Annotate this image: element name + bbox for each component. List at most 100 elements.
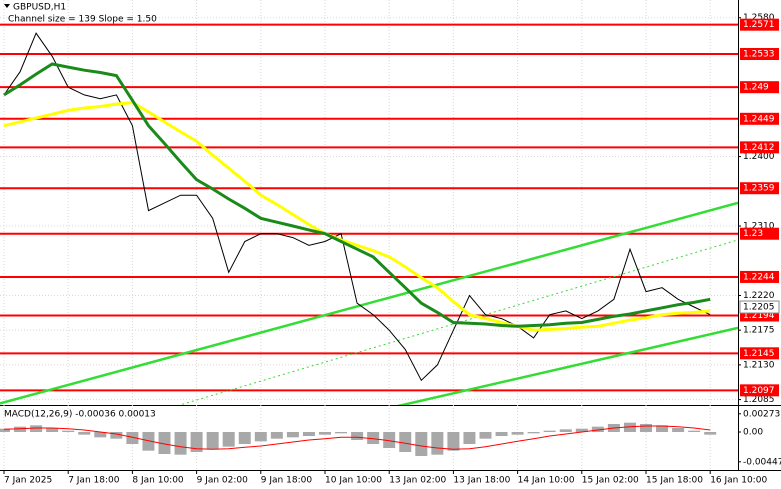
macd-bar <box>688 430 701 432</box>
macd-bar <box>399 432 412 452</box>
y-tick-label: 1.2220 <box>743 291 775 301</box>
level-label: 1.2359 <box>743 184 775 194</box>
menu-arrow <box>4 4 10 8</box>
signal-line <box>3 425 711 450</box>
series-line <box>3 101 711 332</box>
x-tick-label: 15 Jan 02:00 <box>582 476 639 486</box>
level-label: 1.2533 <box>743 50 775 60</box>
chart-title: GBPUSD,H1 <box>13 3 66 13</box>
macd-bar <box>222 432 235 447</box>
y-tick-label: 0.00273 <box>743 409 780 419</box>
macd-bar <box>190 432 203 452</box>
y-tick-label: -0.00447 <box>743 457 781 467</box>
macd-bar <box>286 432 299 438</box>
level-label: 1.2449 <box>743 114 775 124</box>
x-tick-label: 16 Jan 10:00 <box>710 476 767 486</box>
macd-bar <box>415 432 428 456</box>
macd-bar <box>351 432 364 440</box>
macd-title: MACD(12,26,9) -0.00036 0.00013 <box>4 410 156 420</box>
channel-line <box>0 201 738 405</box>
level-label: 1.2194 <box>743 311 775 321</box>
level-label-box <box>740 112 779 125</box>
macd-bar <box>174 432 187 455</box>
macd-bar <box>270 432 283 439</box>
channel-line <box>178 239 738 405</box>
macd-bar <box>463 432 476 444</box>
macd-bar <box>383 432 396 448</box>
level-label-box <box>740 384 779 397</box>
macd-bar <box>206 432 219 450</box>
macd-bar <box>575 428 588 432</box>
macd-bar <box>62 430 75 432</box>
macd-bar <box>656 425 669 432</box>
macd-bar <box>672 428 685 432</box>
level-label-box <box>740 18 779 31</box>
x-tick-label: 9 Jan 18:00 <box>261 476 313 486</box>
y-tick-label: 1.2085 <box>743 395 775 405</box>
macd-bar <box>142 432 155 451</box>
level-label: 1.2571 <box>743 20 775 30</box>
macd-bar <box>126 432 139 444</box>
chart-subtitle: Channel size = 139 Slope = 1.50 <box>8 15 157 25</box>
macd-bar <box>78 432 91 435</box>
level-label-box <box>740 141 779 154</box>
macd-bar <box>511 432 524 435</box>
y-tick-label: 1.2400 <box>743 152 775 162</box>
x-tick-label: 13 Jan 18:00 <box>453 476 510 486</box>
macd-bar <box>46 428 59 432</box>
macd-bar <box>30 425 43 432</box>
y-tick-label: 1.2130 <box>743 360 775 370</box>
level-label: 1.249 <box>743 83 769 93</box>
y-tick-label: 0.00 <box>743 428 763 438</box>
macd-bar <box>640 424 652 432</box>
series-line <box>3 32 711 382</box>
macd-bar <box>479 432 492 439</box>
x-tick-label: 7 Jan 18:00 <box>68 476 120 486</box>
level-label: 1.2412 <box>743 143 775 153</box>
macd-bar <box>367 432 380 444</box>
macd-bar <box>623 422 636 432</box>
series-line <box>3 62 711 328</box>
macd-bar <box>559 429 572 432</box>
macd-bar <box>319 432 331 435</box>
macd-bar <box>495 432 508 436</box>
y-tick-label: 1.2580 <box>743 13 775 23</box>
macd-bar <box>158 432 171 454</box>
macd-bar <box>254 432 267 442</box>
macd-bar <box>527 432 540 434</box>
level-label: 1.2145 <box>743 349 775 359</box>
plot-area <box>0 0 738 470</box>
channel-line <box>396 326 738 405</box>
macd-bar <box>0 428 10 432</box>
macd-bar <box>335 432 348 434</box>
x-tick-label: 8 Jan 10:00 <box>132 476 184 486</box>
macd-bar <box>302 432 315 436</box>
x-tick-label: 14 Jan 10:00 <box>518 476 575 486</box>
macd-bar <box>591 426 604 432</box>
macd-bar <box>704 432 717 435</box>
level-label: 1.2097 <box>743 386 775 396</box>
current-price-label: 1.2205 <box>743 303 775 313</box>
x-tick-label: 9 Jan 02:00 <box>197 476 249 486</box>
y-tick-label: 1.2310 <box>743 222 775 232</box>
macd-bar <box>543 430 556 432</box>
macd-bar <box>94 432 107 438</box>
y-tick-label: 1.2175 <box>743 326 775 336</box>
level-label-box <box>740 227 779 240</box>
level-label-box <box>740 182 779 195</box>
x-tick-label: 13 Jan 02:00 <box>389 476 446 486</box>
level-label: 1.2244 <box>743 272 775 282</box>
level-label-box <box>740 347 779 360</box>
x-tick-label: 7 Jan 2025 <box>4 476 52 486</box>
macd-bar <box>238 432 251 444</box>
level-label: 1.23 <box>743 229 763 239</box>
level-label-box <box>740 48 779 60</box>
macd-bar <box>14 426 27 432</box>
macd-bar <box>110 432 123 439</box>
x-tick-label: 15 Jan 18:00 <box>646 476 703 486</box>
current-price-box <box>739 300 780 314</box>
level-label-box <box>740 270 779 283</box>
macd-bar <box>447 432 460 451</box>
